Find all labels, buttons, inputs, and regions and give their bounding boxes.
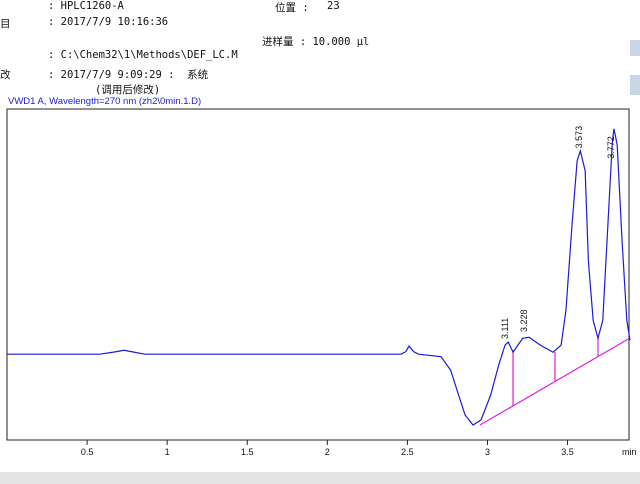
x-axis-label: min (622, 447, 637, 457)
plot-frame (6, 108, 630, 441)
date: : 2017/7/9 10:16:36 (48, 16, 169, 28)
chart-title: VWD1 A, Wavelength=270 nm (zh2\0min.1.D) (8, 96, 201, 107)
modified-note: (调用后修改) (95, 84, 161, 96)
modified-key: 改 (0, 69, 11, 81)
peak-label: 3.573 (574, 126, 584, 149)
x-tick-label: 1 (165, 447, 170, 457)
x-tick-label: 1.5 (241, 447, 254, 457)
x-tick-label: 2.5 (401, 447, 414, 457)
side-tab (630, 75, 640, 95)
x-tick-label: 3.5 (561, 447, 574, 457)
x-tick-label: 3 (485, 447, 490, 457)
modified: : 2017/7/9 9:09:29 : 系统 (48, 69, 209, 81)
method: : C:\Chem32\1\Methods\DEF_LC.M (48, 49, 238, 61)
position-label: 位置 : (275, 2, 309, 14)
peak-label: 3.111 (500, 318, 510, 339)
instrument: : HPLC1260-A (48, 0, 124, 12)
x-tick-label: 2 (325, 447, 330, 457)
position: 23 (327, 0, 340, 12)
chart: VWD1 A, Wavelength=270 nm (zh2\0min.1.D)… (6, 96, 637, 457)
date-key: 目 (0, 18, 11, 30)
x-tick-label: 0.5 (81, 447, 94, 457)
injection: 进样量 : 10.000 µl (262, 36, 370, 48)
side-tab (630, 40, 640, 56)
peak-label: 3.772 (606, 136, 616, 159)
peak-label: 3.228 (519, 310, 529, 333)
baseline (479, 337, 631, 426)
status-bar (0, 472, 640, 484)
trace (7, 128, 631, 426)
